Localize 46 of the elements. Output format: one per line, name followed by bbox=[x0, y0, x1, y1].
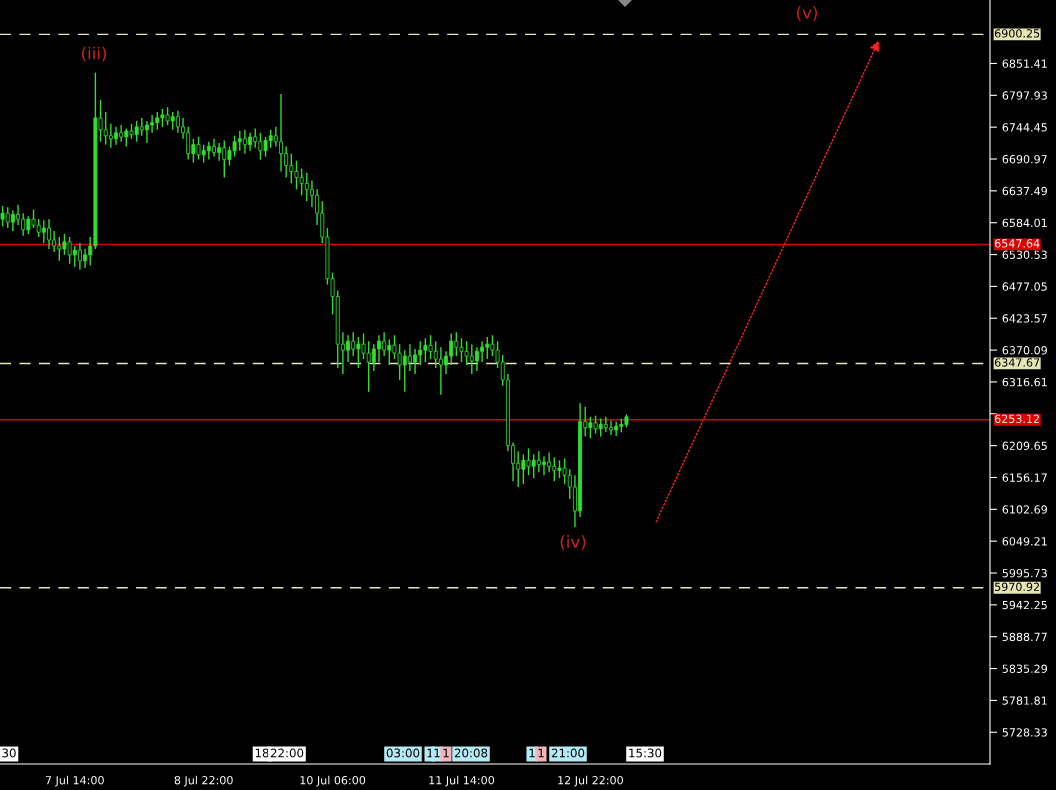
y-tick-label: 6209.65 bbox=[1002, 441, 1047, 451]
ref-line-label: 6253.12 bbox=[994, 414, 1039, 423]
y-tick-label: 6370.09 bbox=[1002, 346, 1047, 355]
y-tick-label: 5995.73 bbox=[1002, 568, 1047, 578]
annotation: 15:30 bbox=[629, 748, 662, 758]
y-tick-label: 5888.77 bbox=[1002, 632, 1047, 642]
x-tick-label: 12 Jul 22:00 bbox=[558, 775, 623, 787]
y-tick-label: 6423.57 bbox=[1002, 314, 1047, 323]
ref-line-label: 6347.67 bbox=[994, 358, 1040, 367]
ref-line-label: 6547.64 bbox=[994, 239, 1040, 248]
annotation: 30 bbox=[2, 748, 16, 758]
ref-line-label: 6900.25 bbox=[994, 29, 1040, 38]
annotation: 18 bbox=[255, 748, 269, 758]
y-tick-label: 5728.33 bbox=[1002, 728, 1047, 737]
y-tick-label: 6744.45 bbox=[1002, 123, 1047, 132]
annotation: 1 bbox=[434, 748, 440, 758]
annotation: 1 bbox=[529, 748, 535, 758]
y-tick-label: 6637.49 bbox=[1002, 186, 1047, 196]
annotation: 22:00 bbox=[270, 748, 304, 758]
y-tick-label: 6049.21 bbox=[1002, 537, 1047, 546]
annotation: 1 bbox=[443, 748, 449, 758]
y-tick-label: 5942.25 bbox=[1002, 600, 1047, 610]
y-tick-label: 5835.29 bbox=[1002, 664, 1047, 673]
y-tick-label: 6102.69 bbox=[1002, 505, 1047, 514]
annotation: 1 bbox=[538, 748, 544, 758]
y-tick-label: 6156.17 bbox=[1002, 473, 1047, 482]
annotation: (iii) bbox=[81, 46, 107, 62]
y-tick-label: 6584.01 bbox=[1002, 218, 1047, 228]
y-tick-label: 6316.61 bbox=[1002, 377, 1047, 387]
x-tick-label: 7 Jul 14:00 bbox=[45, 775, 104, 787]
annotation: (v) bbox=[797, 5, 817, 21]
y-tick-label: 6477.05 bbox=[1002, 282, 1047, 291]
y-tick-label: 6851.41 bbox=[1002, 59, 1047, 68]
x-tick-label: 10 Jul 06:00 bbox=[300, 775, 366, 787]
annotation: 03:00 bbox=[386, 748, 420, 758]
y-tick-label: 5781.81 bbox=[1002, 696, 1047, 705]
y-tick-label: 6690.97 bbox=[1002, 154, 1047, 164]
y-tick-label: 6530.53 bbox=[1002, 250, 1047, 259]
y-tick-label: 6797.93 bbox=[1002, 91, 1047, 100]
annotation: 21:00 bbox=[551, 748, 585, 758]
x-tick-label: 11 Jul 14:00 bbox=[429, 775, 495, 787]
annotation: (iv) bbox=[560, 535, 586, 550]
annotation: 20:08 bbox=[454, 748, 488, 758]
ref-line-label: 5970.92 bbox=[995, 582, 1039, 592]
x-tick-label: 8 Jul 22:00 bbox=[174, 775, 233, 787]
annotation: 1 bbox=[427, 748, 433, 758]
